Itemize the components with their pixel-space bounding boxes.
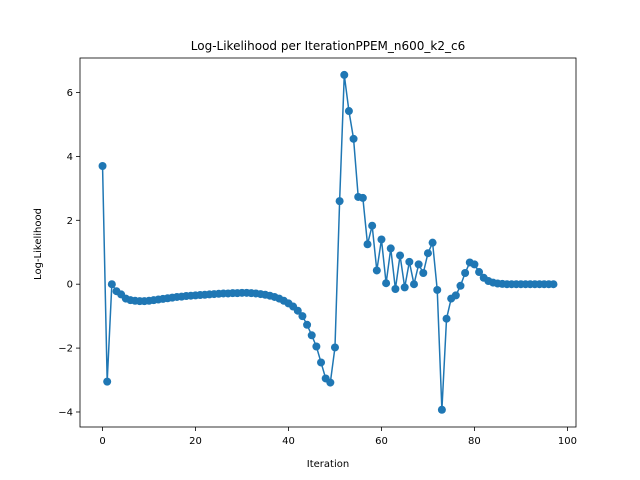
data-point [437,405,446,414]
data-point [349,134,358,143]
data-point [293,306,302,315]
x-tick-label: 60 [375,436,388,447]
data-point [433,285,442,294]
y-tick-label: 2 [67,216,73,227]
y-tick-label: −4 [58,407,73,418]
y-tick-label: 6 [67,88,73,99]
data-point [98,161,107,170]
data-point [423,249,432,258]
x-tick-label: 100 [558,436,577,447]
x-tick-label: 0 [99,436,105,447]
data-point [428,238,437,247]
axes-frame [79,57,577,428]
chart-title: Log-Likelihood per IterationPPEM_n600_k2… [191,39,465,53]
data-point [303,320,312,329]
data-point [317,358,326,367]
data-point [326,378,335,387]
data-point [335,197,344,206]
x-tick-label: 20 [189,436,202,447]
data-point [386,244,395,253]
x-axis-label: Iteration [307,459,349,470]
data-point [330,343,339,352]
data-point [372,266,381,275]
data-point [419,269,428,278]
y-tick-label: 0 [67,280,73,291]
data-point [451,291,460,300]
data-point [442,314,451,323]
plot-area: 0 20 40 60 80 100 −4 −2 0 2 4 6 [58,57,577,447]
data-point [358,193,367,202]
x-tick-label: 40 [282,436,295,447]
data-point [391,284,400,293]
data-point [549,280,558,289]
data-point [368,221,377,230]
data-point [382,279,391,288]
data-point [461,269,470,278]
data-point [107,280,116,289]
data-point [414,260,423,269]
data-point [340,70,349,79]
data-point [396,251,405,260]
data-point [456,281,465,290]
data-point [475,268,484,277]
data-point [377,235,386,244]
data-point [298,312,307,321]
y-tick-label: 4 [67,152,73,163]
data-point [103,377,112,386]
x-tick-label: 80 [468,436,481,447]
data-point [363,240,372,249]
y-tick-label: −2 [58,344,73,355]
data-point [409,280,418,289]
data-point [405,257,414,266]
data-point [400,283,409,292]
y-axis-label: Log-Likelihood [33,208,44,280]
data-point [307,331,316,340]
data-point [344,107,353,116]
data-point [470,260,479,269]
data-point [312,342,321,351]
